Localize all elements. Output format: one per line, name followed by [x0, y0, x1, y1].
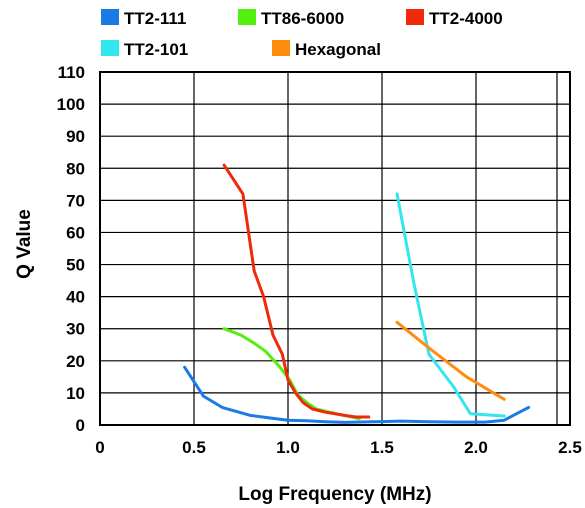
series-line-hexagonal	[395, 320, 506, 401]
y-tick-label: 110	[58, 63, 85, 82]
series-line-tt2-4000	[222, 163, 371, 419]
legend-swatch	[101, 40, 119, 56]
x-tick-label: 1.5	[370, 438, 394, 457]
y-tick-label: 0	[76, 416, 85, 435]
legend-label: TT2-101	[124, 40, 188, 59]
series-line-tt2-101	[395, 192, 506, 418]
y-tick-label: 80	[66, 159, 85, 178]
legend-swatch	[406, 9, 424, 25]
y-tick-labels: 0 10 20 30 40 50 60 70 80 90 100 110	[57, 63, 85, 435]
y-tick-label: 70	[66, 191, 85, 210]
series-line-tt86-6000	[222, 327, 361, 421]
legend-label: TT2-4000	[429, 9, 503, 28]
legend-swatch	[238, 9, 256, 25]
legend-swatch	[272, 40, 290, 56]
series-line-tt2-111	[183, 365, 531, 424]
legend-swatch	[101, 9, 119, 25]
series-lines	[183, 163, 531, 424]
y-tick-label: 90	[66, 127, 85, 146]
y-tick-label: 20	[66, 352, 85, 371]
x-tick-label: 0.5	[182, 438, 206, 457]
y-tick-label: 10	[66, 384, 85, 403]
x-tick-label: 0	[95, 438, 104, 457]
y-tick-label: 50	[66, 256, 85, 275]
x-tick-labels: 0 0.5 1.0 1.5 2.0 2.5	[95, 438, 582, 457]
y-axis-title: Q Value	[14, 209, 35, 279]
legend-label: TT86-6000	[261, 9, 344, 28]
plot-frame	[99, 71, 571, 426]
y-tick-label: 30	[66, 320, 85, 339]
y-tick-label: 40	[66, 288, 85, 307]
x-tick-label: 1.0	[276, 438, 300, 457]
y-tick-label: 100	[57, 95, 85, 114]
legend-label: TT2-111	[124, 9, 186, 28]
x-tick-label: 2.0	[464, 438, 488, 457]
x-axis-title: Log Frequency (MHz)	[238, 484, 431, 505]
y-tick-label: 60	[66, 223, 85, 242]
legend-label: Hexagonal	[295, 40, 381, 59]
grid	[99, 71, 571, 426]
legend: TT2-111 TT86-6000 TT2-4000 TT2-101 Hexagonal	[101, 9, 503, 59]
x-tick-label: 2.5	[558, 438, 582, 457]
